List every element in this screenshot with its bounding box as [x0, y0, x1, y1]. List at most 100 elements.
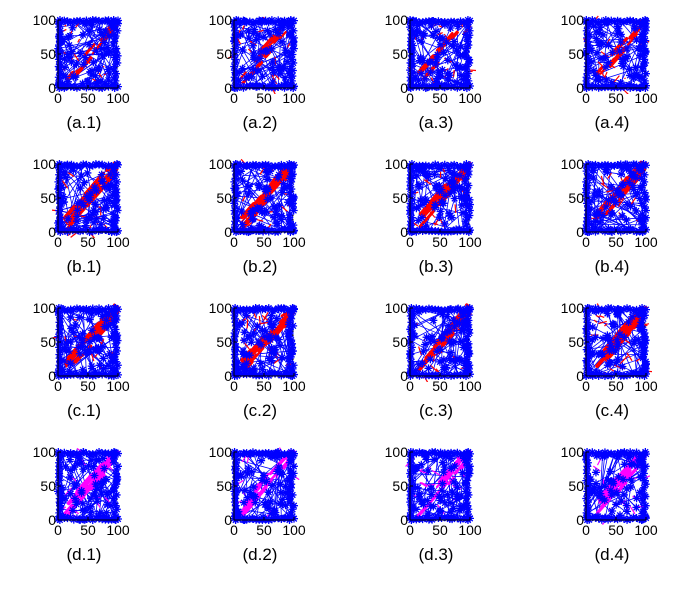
- node-marker: [239, 498, 248, 507]
- node-marker: [240, 328, 249, 337]
- node-marker: [639, 222, 648, 231]
- link-line: [607, 172, 612, 179]
- node-marker: [588, 83, 597, 92]
- node-marker: [429, 31, 438, 40]
- node-marker: [106, 180, 115, 189]
- node-marker: [267, 16, 276, 25]
- node-marker: [99, 364, 108, 373]
- node-marker: [591, 333, 600, 342]
- node-marker: [619, 475, 628, 484]
- node-marker: [605, 346, 614, 355]
- node-marker: [249, 329, 258, 338]
- node-marker: [607, 304, 616, 313]
- node-marker: [442, 363, 451, 372]
- node-marker: [92, 47, 101, 56]
- node-marker: [602, 18, 611, 27]
- node-marker: [633, 461, 642, 470]
- node-marker: [105, 196, 114, 205]
- node-marker: [461, 174, 470, 183]
- node-marker: [465, 26, 474, 35]
- node-marker: [432, 74, 441, 83]
- node-marker: [104, 65, 113, 74]
- node-marker: [608, 507, 617, 516]
- node-marker: [436, 40, 445, 49]
- node-marker: [462, 185, 471, 194]
- node-marker: [89, 218, 98, 227]
- node-marker: [588, 335, 597, 344]
- y-tick-label: 100: [33, 444, 57, 460]
- node-marker: [73, 451, 82, 460]
- node-marker: [440, 219, 449, 228]
- subplot-caption: (a.1): [67, 113, 102, 132]
- node-marker: [277, 371, 286, 380]
- link-line: [262, 190, 265, 200]
- node-marker: [252, 161, 261, 170]
- node-marker: [288, 199, 297, 208]
- node-marker: [101, 225, 110, 234]
- node-marker: [610, 17, 619, 26]
- node-marker: [616, 160, 625, 169]
- node-marker: [238, 362, 247, 371]
- link-line: [91, 353, 95, 362]
- node-marker: [275, 341, 284, 350]
- x-tick-label: 0: [54, 234, 62, 250]
- node-marker: [448, 515, 457, 524]
- node-marker: [461, 217, 470, 226]
- node-marker: [267, 226, 276, 235]
- node-marker: [426, 68, 435, 77]
- diagonal-link: [98, 456, 113, 473]
- node-marker: [637, 309, 646, 318]
- node-markers: [582, 448, 650, 524]
- node-marker: [98, 342, 107, 351]
- node-marker: [583, 195, 592, 204]
- diagonal-link: [279, 169, 291, 182]
- node-marker: [588, 16, 597, 25]
- link-line: [57, 309, 96, 373]
- node-marker: [265, 82, 274, 91]
- y-tick-label: 0: [400, 224, 408, 240]
- node-marker: [464, 167, 473, 176]
- node-marker: [639, 61, 648, 70]
- node-marker: [69, 305, 78, 314]
- node-marker: [465, 304, 474, 312]
- link-line: [468, 69, 476, 72]
- node-marker: [230, 195, 239, 204]
- node-marker: [231, 490, 240, 499]
- link-line: [436, 32, 443, 37]
- node-marker: [100, 182, 109, 191]
- node-marker: [407, 217, 416, 226]
- node-marker: [455, 225, 464, 234]
- node-marker: [263, 26, 272, 35]
- node-marker: [446, 305, 455, 314]
- node-marker: [448, 226, 457, 235]
- node-marker: [432, 181, 441, 190]
- node-marker: [244, 332, 253, 341]
- node-marker: [268, 451, 277, 460]
- node-marker: [60, 448, 69, 457]
- node-marker: [100, 196, 109, 205]
- node-marker: [638, 494, 647, 503]
- node-marker: [598, 494, 607, 503]
- node-marker: [271, 306, 280, 315]
- link-line: [602, 357, 608, 363]
- node-marker: [232, 80, 241, 89]
- node-marker: [247, 467, 256, 476]
- node-marker: [55, 458, 64, 467]
- node-marker: [438, 479, 447, 488]
- node-marker: [110, 53, 119, 62]
- node-marker: [587, 58, 596, 67]
- node-marker: [91, 82, 100, 91]
- plot-area: [54, 447, 122, 524]
- node-marker: [240, 17, 249, 26]
- node-markers: [230, 160, 298, 236]
- node-marker: [631, 63, 640, 72]
- node-marker: [610, 370, 619, 379]
- node-marker: [629, 74, 638, 83]
- node-marker: [100, 464, 109, 473]
- node-marker: [277, 37, 286, 46]
- node-marker: [111, 73, 120, 82]
- node-marker: [109, 163, 118, 172]
- node-marker: [602, 75, 611, 84]
- node-marker: [609, 346, 618, 355]
- node-marker: [54, 73, 63, 82]
